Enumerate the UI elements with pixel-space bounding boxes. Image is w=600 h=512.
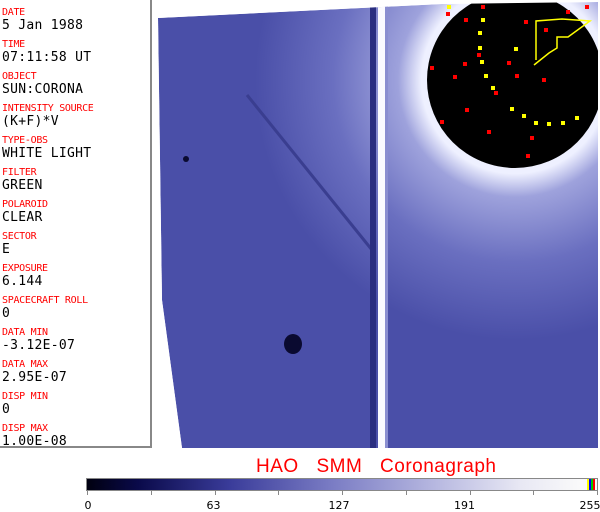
colorbar-tick-label: 0 <box>84 499 92 512</box>
metadata-field: FILTER GREEN <box>2 167 43 193</box>
coronagraph-image <box>152 0 600 448</box>
colorbar-tick-label: 255 <box>579 499 600 512</box>
field-label: DATE <box>2 7 25 18</box>
occulter-pylon-bright <box>378 2 385 448</box>
colorbar-tick-label: 127 <box>328 499 350 512</box>
field-label: TIME <box>2 39 25 50</box>
metadata-field: DISP MIN 0 <box>2 391 48 417</box>
metadata-panel: DATE 5 Jan 1988 TIME 07:11:58 UT OBJECT SUN:C… <box>0 0 152 449</box>
field-value: (K+F)*V <box>2 114 59 129</box>
colorbar-tick <box>405 491 407 495</box>
field-label: INTENSITY SOURCE <box>2 103 94 114</box>
field-label: DISP MIN <box>2 391 48 402</box>
colorbar-marker-green <box>591 479 593 490</box>
field-value: GREEN <box>2 178 43 193</box>
diagonal-shadow <box>245 94 374 251</box>
colorbar-tick <box>597 491 598 495</box>
metadata-field: SECTOR E <box>2 231 37 257</box>
field-value: E <box>2 242 11 257</box>
colorbar-tick <box>342 491 343 495</box>
metadata-field: INTENSITY SOURCE (K+F)*V <box>2 103 94 129</box>
field-label: DATA MAX <box>2 359 48 370</box>
colorbar-tick-label: 191 <box>454 499 475 512</box>
field-value: WHITE LIGHT <box>2 146 92 161</box>
colorbar-tick <box>469 491 471 495</box>
colorbar-marker-blue <box>589 479 591 490</box>
metadata-field: DATA MIN -3.12E-07 <box>2 327 75 353</box>
field-value: CLEAR <box>2 210 43 225</box>
metadata-field: POLAROID CLEAR <box>2 199 48 225</box>
metadata-field: DISP MAX 1.00E-08 <box>2 423 67 449</box>
field-label: DISP MAX <box>2 423 48 434</box>
field-value: 1.00E-08 <box>2 434 68 449</box>
field-value: 2.95E-07 <box>2 370 68 385</box>
metadata-field: SPACECRAFT ROLL 0 <box>2 295 88 321</box>
colorbar-tick <box>150 491 152 495</box>
colorbar-marker-red <box>593 479 595 490</box>
metadata-field: EXPOSURE 6.144 <box>2 263 48 289</box>
colorbar <box>86 478 598 491</box>
field-value: 07:11:58 UT <box>2 50 92 65</box>
field-value: 0 <box>2 402 11 417</box>
colorbar-tick <box>533 491 535 495</box>
field-label: SPACECRAFT ROLL <box>2 295 88 306</box>
instrument-title: HAO SMM Coronagraph <box>256 456 497 477</box>
field-label: TYPE-OBS <box>2 135 48 146</box>
colorbar-tick <box>214 491 216 495</box>
field-value: 0 <box>2 306 11 321</box>
dark-spot <box>284 334 302 354</box>
field-value: 5 Jan 1988 <box>2 18 84 33</box>
colorbar-marker-yellow <box>587 479 589 490</box>
metadata-field: DATA MAX 2.95E-07 <box>2 359 67 385</box>
overlay-markers <box>430 5 593 158</box>
field-label: FILTER <box>2 167 37 178</box>
field-value: 6.144 <box>2 274 43 289</box>
field-label: SECTOR <box>2 231 37 242</box>
field-value: -3.12E-07 <box>2 338 76 353</box>
occulter-pylon-shadow <box>370 2 376 448</box>
colorbar-tick <box>278 491 280 495</box>
field-label: EXPOSURE <box>2 263 48 274</box>
field-label: DATA MIN <box>2 327 48 338</box>
field-label: POLAROID <box>2 199 48 210</box>
metadata-field: OBJECT SUN:CORONA <box>2 71 83 97</box>
metadata-field: TIME 07:11:58 UT <box>2 39 91 65</box>
field-label: OBJECT <box>2 71 37 82</box>
occulter-disk <box>427 2 598 168</box>
colorbar-tick-label: 63 <box>206 499 221 512</box>
field-value: SUN:CORONA <box>2 82 84 97</box>
colorbar-tick <box>87 491 88 495</box>
yellow-outline <box>533 18 593 66</box>
metadata-field: DATE 5 Jan 1988 <box>2 7 83 33</box>
metadata-field: TYPE-OBS WHITE LIGHT <box>2 135 91 161</box>
